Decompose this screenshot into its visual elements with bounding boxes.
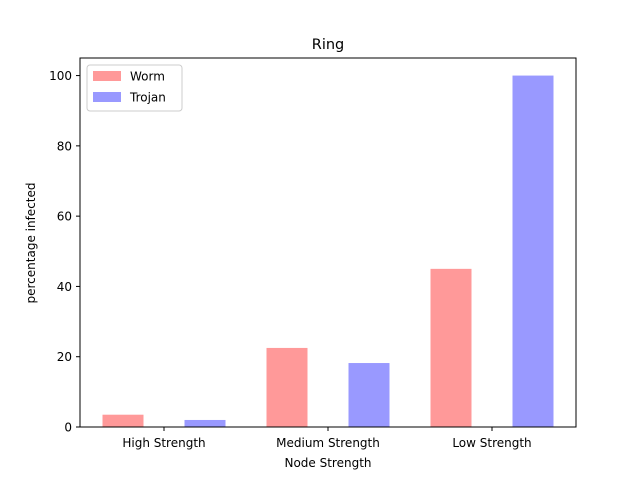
legend: Worm Trojan [86,64,183,112]
plot-area: 0 20 40 60 80 100 High Strength Medium Strength… [49,57,577,450]
bar-trojan-2 [512,75,554,427]
legend-swatch-trojan [93,92,121,102]
bar-worm-1 [266,347,308,427]
bar-trojan-1 [348,363,390,427]
bar-trojan-0 [184,419,226,427]
chart-title: Ring [312,37,345,53]
y-tick-label: 80 [57,139,72,153]
y-tick-label: 40 [57,280,72,294]
legend-label-trojan: Trojan [129,91,166,105]
y-tick-label: 20 [57,350,72,364]
x-axis-label: Node Strength [284,456,371,470]
y-tick-label: 0 [64,421,72,435]
y-tick-label: 60 [57,210,72,224]
y-tick-label: 100 [49,69,72,83]
x-tick-label: Low Strength [452,436,531,450]
x-tick-label: High Strength [122,436,205,450]
x-tick-label: Medium Strength [276,436,380,450]
bar-worm-2 [430,268,472,427]
bar-worm-0 [102,414,144,427]
legend-label-worm: Worm [130,70,165,84]
legend-swatch-worm [93,71,121,81]
y-axis-label: percentage infected [24,183,38,304]
